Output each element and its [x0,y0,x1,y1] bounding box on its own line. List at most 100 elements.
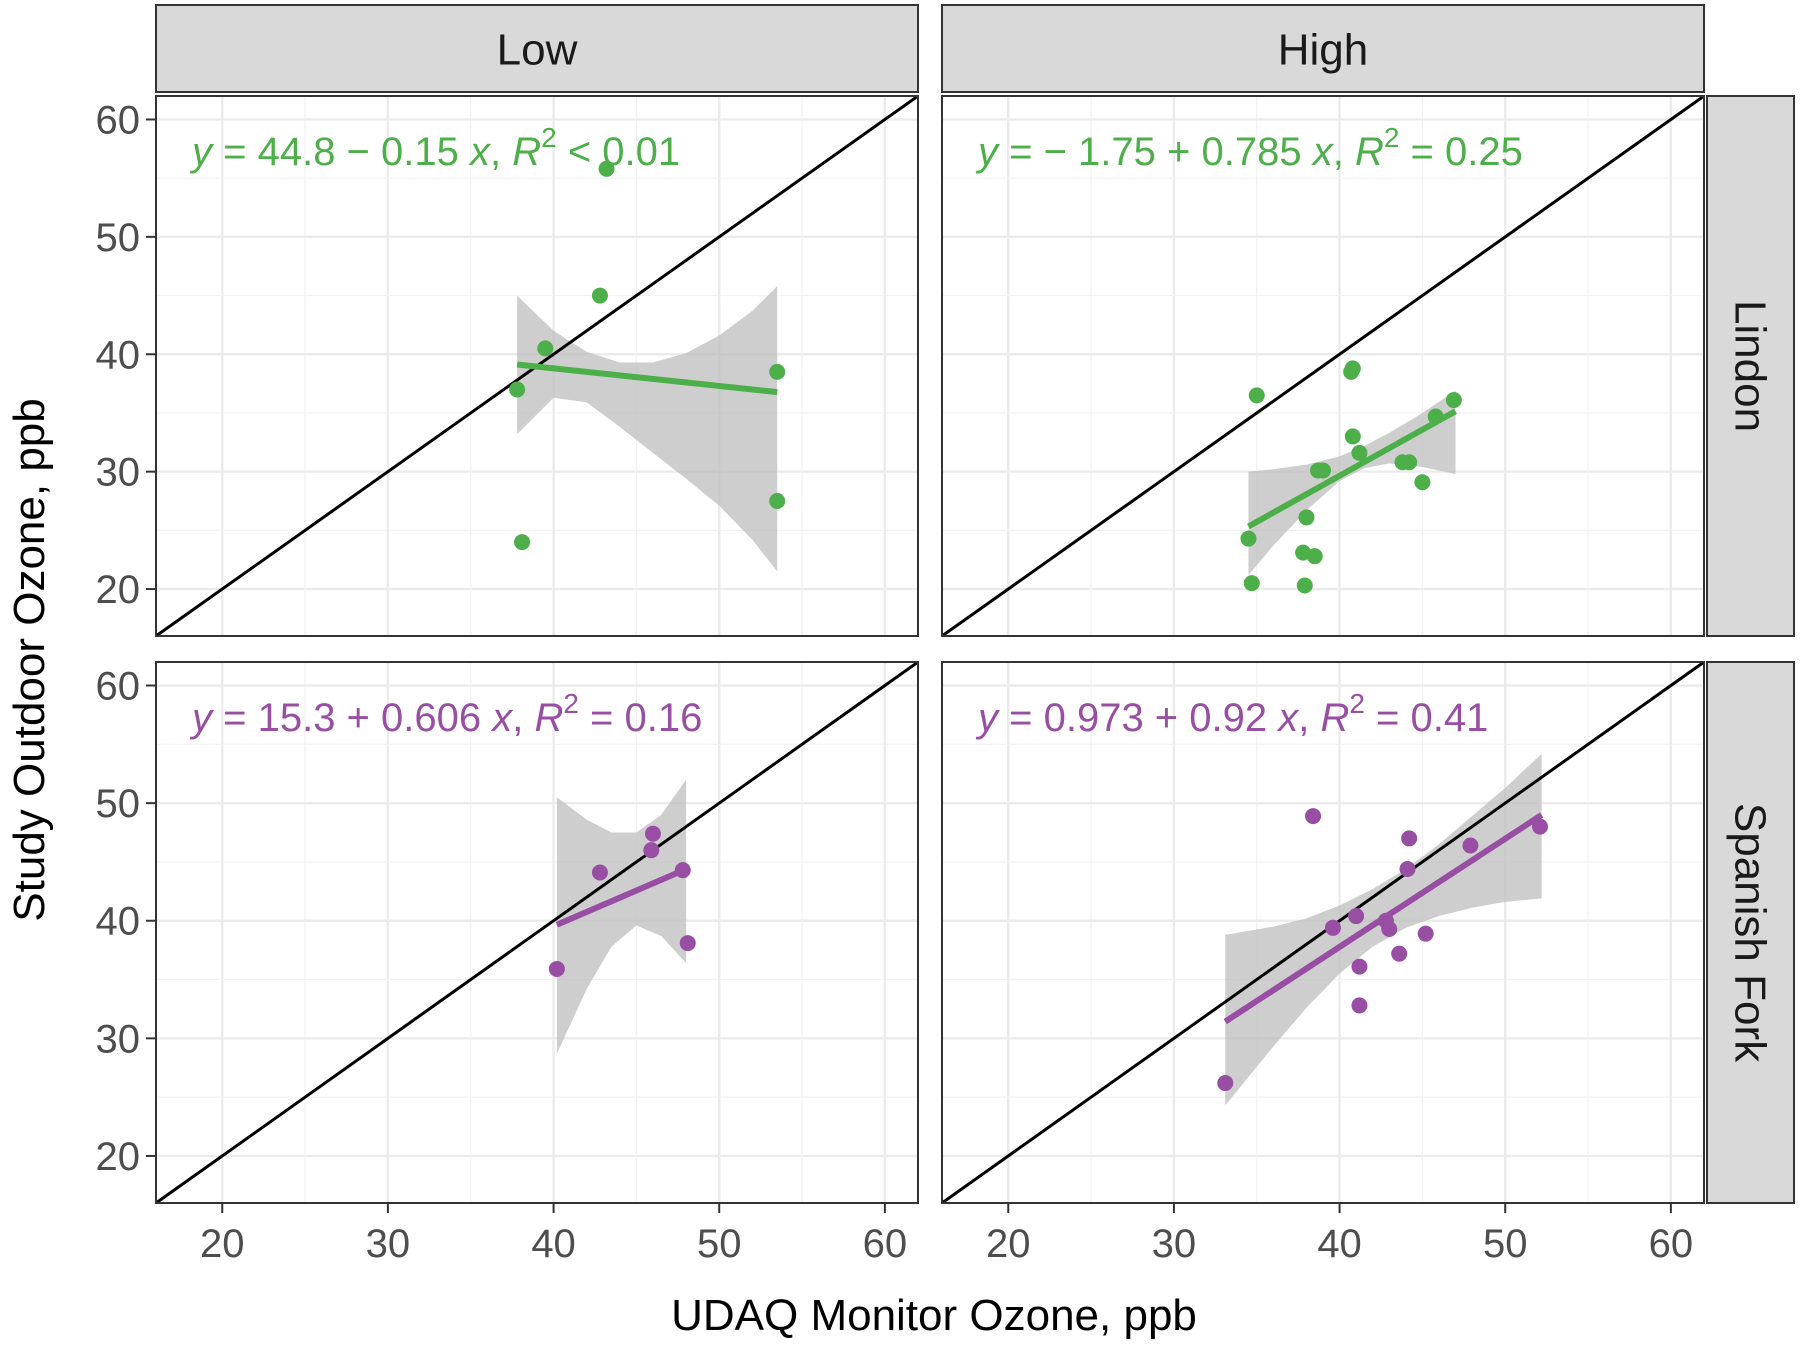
data-point [1315,462,1331,479]
data-point [1414,474,1431,491]
data-point [1324,919,1341,936]
data-point [509,381,526,398]
data-point [598,160,615,177]
data-point [1532,818,1549,835]
data-point [769,493,786,509]
data-point [1427,408,1444,425]
y-tick-label: 50 [96,782,141,826]
equation-part: < 0.01 [557,130,680,174]
strip-top-label: High [1278,26,1369,75]
data-point [1351,958,1368,975]
data-point [1298,509,1315,526]
equation-part: = 0.16 [579,696,702,740]
equation-part: x [1276,696,1300,740]
regression-line [1246,408,1457,530]
x-tick-label: 40 [531,1222,576,1266]
data-point [537,340,554,357]
data-point [679,935,696,952]
identity-line [942,96,1704,636]
y-tick-label: 20 [96,1135,141,1179]
equation-part: = 15.3 + 0.606 [212,696,492,740]
data-point [1417,925,1434,942]
equation-part: x [468,130,492,174]
strip-right-label: Spanish Fork [1726,803,1775,1063]
y-axis-title: Study Outdoor Ozone, ppb [5,398,54,921]
panel-plot-area [156,96,918,636]
equation-part: = 0.41 [1365,696,1488,740]
data-point [1243,575,1260,592]
data-point [1306,548,1323,565]
equation-part: 2 [541,122,557,153]
x-tick-label: 40 [1317,1222,1362,1266]
y-tick-label: 60 [96,98,141,142]
data-point [1248,387,1265,404]
data-point [514,534,531,551]
equation-part: R [512,130,541,174]
confidence-band [517,286,778,572]
strip-top-label: Low [497,26,578,75]
y-tick-label: 40 [96,900,141,944]
regression-equation: y = 44.8 − 0.15 x, R2 < 0.01 [189,122,680,174]
data-point [1240,530,1257,547]
data-point [1401,830,1418,847]
regression-equation: y = − 1.75 + 0.785 x, R2 = 0.25 [975,122,1523,174]
equation-part: x [1311,130,1335,174]
y-tick-label: 20 [96,568,141,612]
data-point [674,862,691,879]
panel-spanish-fork-low: y = 15.3 + 0.606 x, R2 = 0.16 [155,661,919,1204]
equation-part: , [1298,696,1320,740]
equation-part: R [534,696,563,740]
data-point [1217,1075,1234,1092]
strip-right-lindon [1706,95,1795,637]
data-point [1401,454,1418,471]
y-tick-label: 30 [96,451,141,495]
identity-line [156,662,918,1203]
data-point [548,960,565,977]
equation-part: = 44.8 − 0.15 [212,130,470,174]
panel-spanish-fork-high: y = 0.973 + 0.92 x, R2 = 0.41 [941,661,1705,1204]
equation-part: y [975,130,1001,174]
data-point [591,287,608,304]
regression-line [555,866,688,928]
data-point [1391,945,1408,962]
equation-part: , [490,130,512,174]
equation-part: = 0.973 + 0.92 [998,696,1278,740]
equation-part: x [490,696,514,740]
identity-line [942,662,1704,1203]
strip-top-high [941,4,1705,93]
x-tick-label: 50 [697,1222,742,1266]
data-point [1296,577,1313,594]
regression-equation: y = 0.973 + 0.92 x, R2 = 0.41 [975,688,1488,740]
equation-part: y [189,696,215,740]
equation-part: R [1355,130,1384,174]
x-axis-title: UDAQ Monitor Ozone, ppb [671,1291,1197,1340]
y-tick-label: 50 [96,216,141,260]
data-point [643,842,660,859]
data-point [769,363,786,380]
panel-border [155,661,919,1204]
data-point [1445,392,1462,409]
x-tick-label: 60 [1649,1222,1694,1266]
panel-plot-area [942,96,1704,636]
data-point [1462,837,1479,854]
equation-part: 2 [563,688,579,719]
strip-right-spanish-fork [1706,661,1795,1204]
x-tick-label: 50 [1483,1222,1528,1266]
equation-part: 2 [1349,688,1365,719]
data-point [1305,808,1322,825]
strip-right-label: Lindon [1726,300,1775,432]
x-tick-label: 20 [200,1222,245,1266]
data-point [1344,428,1361,445]
data-point [1399,860,1416,877]
x-tick-label: 30 [1152,1222,1197,1266]
equation-part: R [1320,696,1349,740]
regression-line [516,361,778,396]
x-tick-label: 60 [863,1222,908,1266]
equation-part: , [1333,130,1355,174]
equation-part: y [975,696,1001,740]
equation-part: 2 [1384,122,1400,153]
x-tick-label: 30 [366,1222,411,1266]
data-point [591,864,608,881]
equation-part: = 0.25 [1399,130,1522,174]
